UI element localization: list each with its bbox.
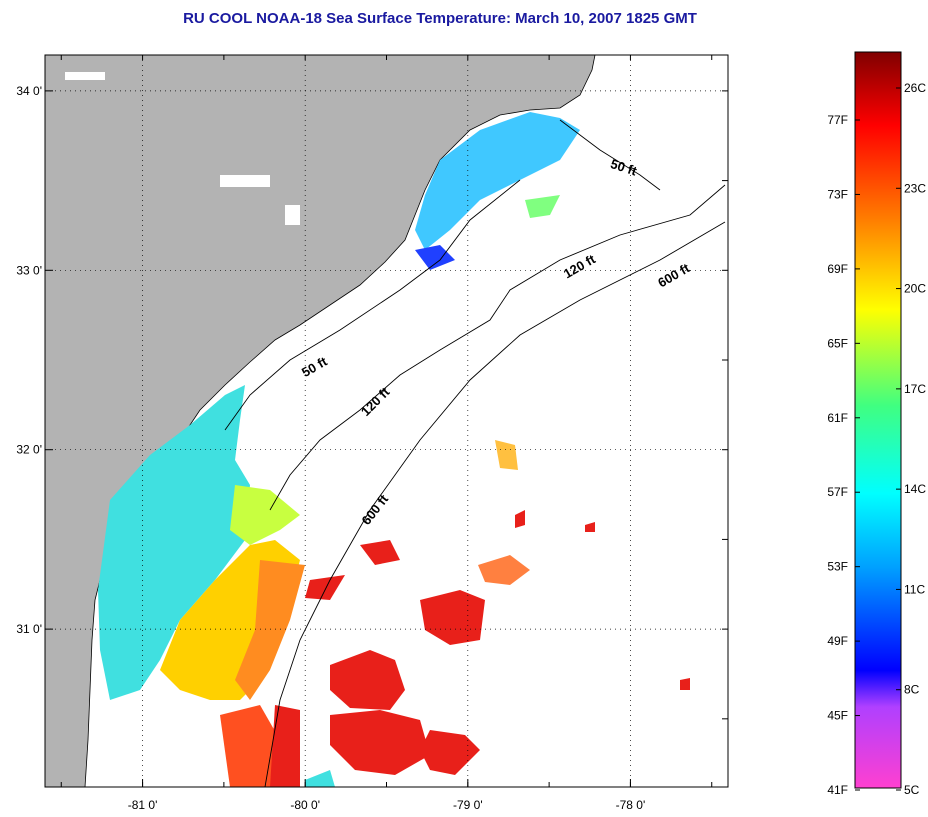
contour-120ft xyxy=(269,184,726,511)
colorbar-f-label: 77F xyxy=(827,113,848,127)
colorbar-f-label: 69F xyxy=(827,262,848,276)
colorbar-labels: 77F 73F 69F 65F 61F 57F 53F 49F 45F 41F 26C 23C 20C 1… xyxy=(827,81,926,797)
colorbar-f-label: 61F xyxy=(827,411,848,425)
lat-tick-label: 32 0' xyxy=(16,443,42,457)
lon-tick-label: -80 0' xyxy=(290,798,320,812)
land-mass xyxy=(45,55,596,787)
lat-tick-label: 33 0' xyxy=(16,263,42,277)
colorbar-f-label: 65F xyxy=(827,336,848,350)
lon-tick-label: -78 0' xyxy=(616,798,646,812)
depth-contours xyxy=(224,119,726,787)
lon-tick-label: -79 0' xyxy=(453,798,483,812)
colorbar-c-label: 5C xyxy=(904,783,920,797)
colorbar-c-label: 17C xyxy=(904,382,926,396)
contour-50ft-south xyxy=(224,179,521,431)
colorbar-c-label: 8C xyxy=(904,683,920,697)
colorbar-f-label: 49F xyxy=(827,634,848,648)
sst-data xyxy=(98,112,690,787)
colorbar xyxy=(854,51,902,789)
colorbar-f-label: 57F xyxy=(827,485,848,499)
lat-tick-label: 34 0' xyxy=(16,84,42,98)
colorbar-f-label: 73F xyxy=(827,187,848,201)
colorbar-c-label: 14C xyxy=(904,482,926,496)
colorbar-c-label: 20C xyxy=(904,282,926,296)
graticule xyxy=(45,55,728,787)
colorbar-c-label: 11C xyxy=(904,582,925,596)
map-area xyxy=(45,55,728,787)
colorbar-f-label: 53F xyxy=(827,560,848,574)
contour-600ft xyxy=(264,221,726,787)
colorbar-c-label: 23C xyxy=(904,181,926,195)
lat-tick-label: 31 0' xyxy=(16,622,42,636)
colorbar-f-label: 45F xyxy=(827,709,848,723)
axis-ticks: -81 0' -80 0' -79 0' -78 0' 34 0' 33 0' 32 0' 3… xyxy=(16,55,728,812)
contour-50ft-north xyxy=(559,119,661,191)
lon-tick-label: -81 0' xyxy=(128,798,158,812)
colorbar-c-label: 26C xyxy=(904,81,926,95)
colorbar-f-label: 41F xyxy=(827,783,848,797)
page-title: RU COOL NOAA-18 Sea Surface Temperature:… xyxy=(183,10,697,27)
